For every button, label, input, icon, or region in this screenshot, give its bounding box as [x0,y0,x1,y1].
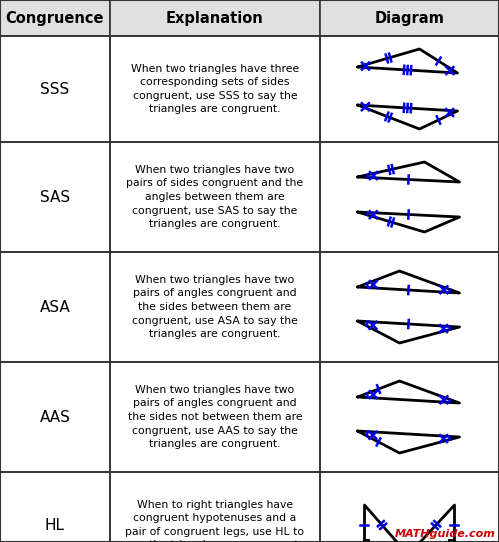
Text: When two triangles have two
pairs of angles congruent and
the sides not between : When two triangles have two pairs of ang… [128,385,302,449]
Text: SSS: SSS [40,81,70,96]
Bar [0,36,110,142]
Bar [0,252,110,362]
Text: HL: HL [45,518,65,532]
Text: When to right triangles have
congruent hypotenuses and a
pair of congruent legs,: When to right triangles have congruent h… [125,500,304,542]
Bar [320,142,499,252]
Text: When two triangles have three
corresponding sets of sides
congruent, use SSS to : When two triangles have three correspond… [131,63,299,114]
Bar [320,0,499,36]
Bar [110,0,320,36]
Bar [110,142,320,252]
Bar [110,472,320,542]
Bar [0,0,110,36]
Text: When two triangles have two
pairs of angles congruent and
the sides between them: When two triangles have two pairs of ang… [132,275,298,339]
Text: Diagram: Diagram [375,10,445,25]
Bar [0,472,110,542]
Bar [0,362,110,472]
Text: Congruence: Congruence [6,10,104,25]
Bar [320,472,499,542]
Bar [320,362,499,472]
Bar [110,362,320,472]
Bar [320,252,499,362]
Bar [0,142,110,252]
Bar [110,252,320,362]
Text: ASA: ASA [39,300,70,314]
Bar [320,36,499,142]
Text: When two triangles have two
pairs of sides congruent and the
angles between them: When two triangles have two pairs of sid… [126,165,303,229]
Text: MATHguide.com: MATHguide.com [395,529,496,539]
Text: Explanation: Explanation [166,10,264,25]
Text: SAS: SAS [40,190,70,204]
Bar [110,36,320,142]
Text: AAS: AAS [39,410,70,424]
